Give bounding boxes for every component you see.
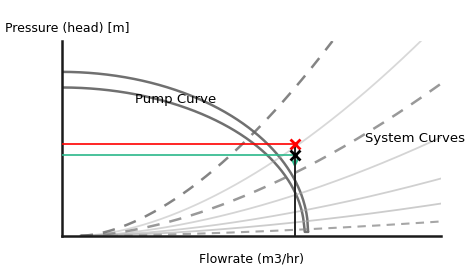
Text: Pump Curve: Pump Curve (135, 93, 216, 106)
Text: Flowrate (m3/hr): Flowrate (m3/hr) (199, 253, 304, 266)
Text: Pressure (head) [m]: Pressure (head) [m] (5, 22, 129, 35)
Text: System Curves: System Curves (365, 132, 465, 145)
